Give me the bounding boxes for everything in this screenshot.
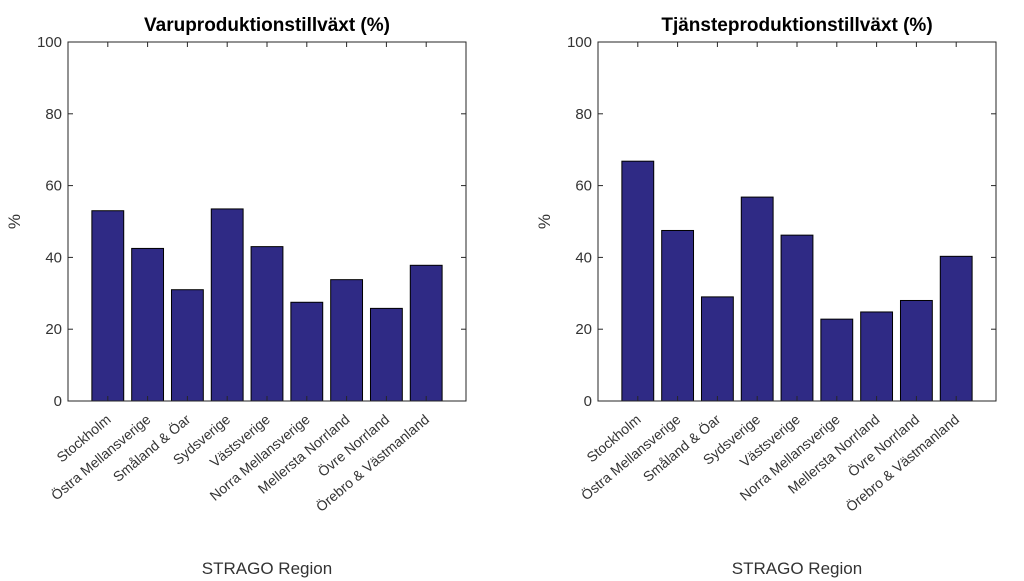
y-tick-label: 0 <box>54 393 62 410</box>
y-tick-label: 80 <box>45 106 62 123</box>
y-tick-label: 60 <box>45 178 62 195</box>
y-tick-label: 80 <box>575 106 592 123</box>
y-axis-label: % <box>5 214 24 229</box>
bar-9 <box>939 255 973 402</box>
chart-title: Tjänsteproduktionstillväxt (%) <box>661 15 932 36</box>
y-tick-label: 0 <box>584 393 592 410</box>
y-tick-label: 20 <box>45 321 62 338</box>
bar-7 <box>330 279 364 402</box>
bar-2 <box>661 229 695 402</box>
x-axis-label: STRAGO Region <box>202 559 332 578</box>
bar-5 <box>250 246 284 402</box>
bar-3 <box>170 289 204 402</box>
bar-9 <box>409 264 443 402</box>
bar-4 <box>740 196 774 402</box>
bar-1 <box>621 160 655 402</box>
y-axis-label: % <box>535 214 554 229</box>
bar-1 <box>91 210 125 402</box>
y-tick-label: 100 <box>567 34 592 51</box>
y-tick-label: 40 <box>45 249 62 266</box>
bar-2 <box>131 247 165 402</box>
chart-varuproduktion: Varuproduktionstillväxt (%) 0 20 40 60 80 100 S… <box>5 15 467 578</box>
bar-8 <box>899 299 933 402</box>
y-tick-label: 60 <box>575 178 592 195</box>
bar-6 <box>820 318 854 402</box>
x-axis-label: STRAGO Region <box>732 559 862 578</box>
chart-title: Varuproduktionstillväxt (%) <box>144 15 390 36</box>
chart-tjansteproduktion: Tjänsteproduktionstillväxt (%) 0 20 40 60 80 1… <box>535 15 997 578</box>
bar-3 <box>700 296 734 402</box>
bar-7 <box>860 311 894 402</box>
y-tick-label: 20 <box>575 321 592 338</box>
y-tick-label: 40 <box>575 249 592 266</box>
bar-5 <box>780 234 814 402</box>
bar-4 <box>210 208 244 402</box>
bar-6 <box>290 301 324 402</box>
bar-8 <box>369 307 403 402</box>
y-tick-label: 100 <box>37 34 62 51</box>
